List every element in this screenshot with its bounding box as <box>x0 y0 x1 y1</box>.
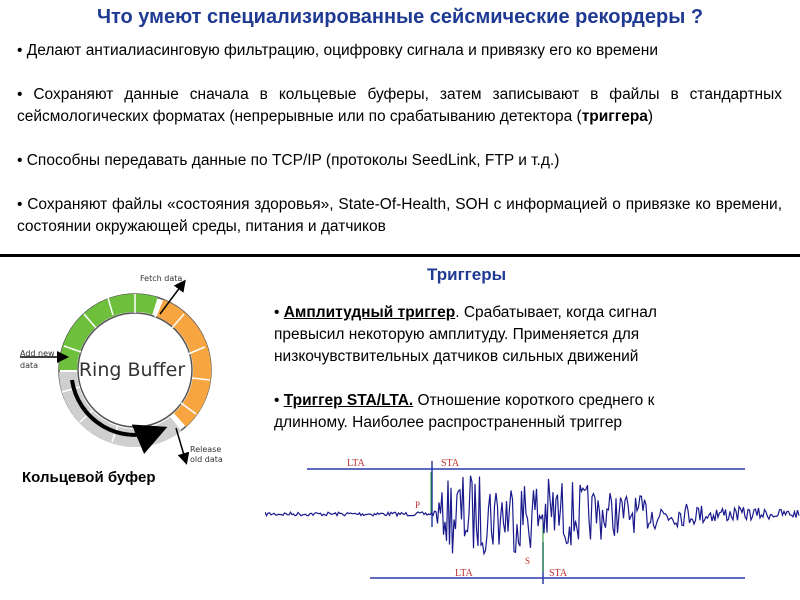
ring-buffer-label: Ring Buffer <box>79 359 185 381</box>
ring-green-segment <box>59 293 158 371</box>
lta-bottom-label: LTA <box>455 568 473 579</box>
triggers-list: • Амплитудный триггер. Срабатывает, когд… <box>274 302 714 456</box>
bullet-filtering: • Делают антиалиасинговую фильтрацию, оц… <box>17 42 659 59</box>
bullet-ring-buffers: • Сохраняют данные сначала в кольцевые б… <box>17 86 782 125</box>
s-wave-label: S <box>525 556 530 566</box>
add-new-data-label-2: data <box>20 361 38 370</box>
bullet-soh: • Сохраняют файлы «состояния здоровья», … <box>17 196 782 235</box>
fetch-data-label: Fetch data <box>140 274 182 283</box>
triggers-title: Триггеры <box>427 265 507 284</box>
seismic-trace <box>265 475 800 556</box>
ring-orange-segment <box>156 299 212 427</box>
trigger-amplitude-head: Амплитудный триггер <box>283 304 456 321</box>
seismogram-diagram: LTA STA LTA STA P S <box>265 458 800 584</box>
page-title: Что умеют специализированные сейсмически… <box>96 6 704 28</box>
release-old-data-label-1: Release <box>190 445 221 454</box>
trigger-amplitude: • Амплитудный триггер. Срабатывает, когд… <box>274 304 657 365</box>
lta-top-label: LTA <box>347 458 365 469</box>
bullet-tcpip: • Способны передавать данные по TCP/IP (… <box>17 152 560 169</box>
p-wave-label: P <box>415 500 420 510</box>
ring-buffer-caption: Кольцевой буфер <box>22 469 156 486</box>
release-old-data-label-2: old data <box>190 455 223 464</box>
feature-list: • Делают антиалиасинговую фильтрацию, оц… <box>17 40 782 238</box>
ring-buffer-diagram: Ring Buffer Fetch data Add new data Rele… <box>20 274 223 465</box>
section-divider <box>0 254 800 257</box>
sta-top-label: STA <box>441 458 460 469</box>
sta-bottom-label: STA <box>549 568 568 579</box>
trigger-sta-lta-head: Триггер STA/LTA. <box>283 392 414 409</box>
trigger-term: триггера <box>581 108 648 125</box>
trigger-sta-lta: • Триггер STA/LTA. Отношение короткого с… <box>274 392 655 431</box>
add-new-data-label-1: Add new <box>20 349 55 358</box>
